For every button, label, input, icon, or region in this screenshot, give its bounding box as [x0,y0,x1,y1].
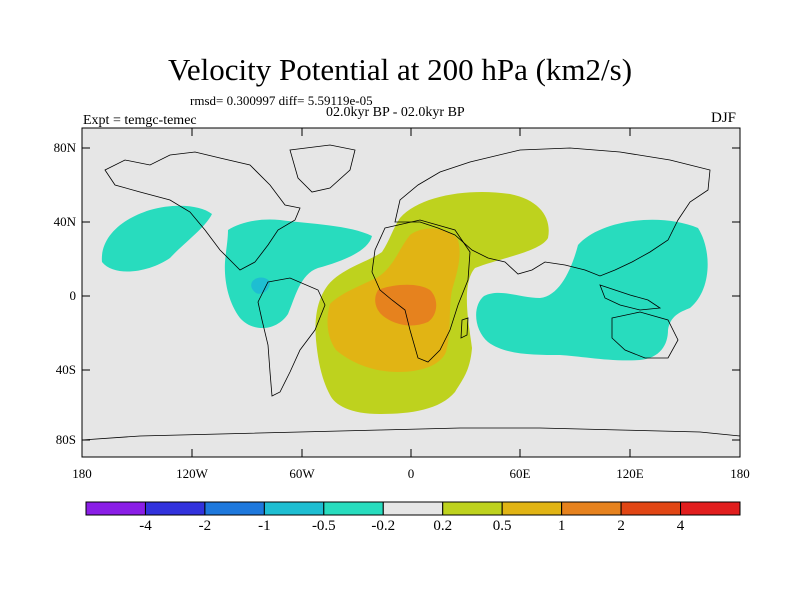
colorbar-label-4: -0.2 [371,518,396,534]
coast-eurasia [394,147,711,277]
colorbar-label-1: -2 [198,518,212,534]
contour-pos-core [375,284,437,326]
lat-label-80n: 80N [53,140,76,155]
coast-australia [611,311,679,359]
colorbar-swatch-1 [144,501,206,516]
colorbar-swatch-10 [680,501,741,516]
colorbar-swatch-6 [442,501,503,516]
contour-fields [82,144,740,441]
experiment-text: Expt = temgc-temec [83,113,197,128]
colorbar-label-5: 0.2 [433,518,453,534]
colorbar-label-9: 4 [676,518,685,534]
colorbar-swatch-4 [323,501,384,516]
colorbar-label-6: 0.5 [492,518,512,534]
coast-south-america [257,277,326,397]
season-label: DJF [711,110,737,126]
coast-southeast-asia [599,284,662,311]
colorbar-swatch-5 [382,501,444,516]
coast-greenland [289,144,356,193]
colorbar-label-7: 1 [557,518,566,534]
colorbar-swatch-9 [620,501,682,516]
coast-africa [371,219,471,363]
colorbar-swatch-8 [561,501,622,516]
contour-neg-north-pacific [101,205,212,272]
lat-label-40s: 40S [55,362,76,377]
lat-label-40n: 40N [53,214,76,229]
lon-label-120w: 120W [176,466,208,481]
map-title: Velocity Potential at 200 hPa (km2/s) [167,52,633,87]
coast-north-america [104,151,301,271]
stats-text: rmsd= 0.300997 diff= 5.59119e-05 [190,93,373,108]
colorbar-label-3: -0.5 [311,518,336,534]
contour-neg-caribbean-core [251,277,270,294]
lat-label-80s: 80S [55,432,76,447]
lon-label-60e: 60E [509,466,531,481]
colorbar-swatch-7 [501,501,563,516]
colorbar [85,501,741,516]
period-text: 02.0kyr BP - 02.0kyr BP [326,105,465,120]
colorbar-label-0: -4 [139,518,152,534]
lon-label-120e: 120E [616,466,644,481]
coastlines [82,144,740,441]
contour-neg-indo-pacific [476,219,708,361]
colorbar-swatch-0 [85,501,146,516]
lon-label-180e: 180 [730,466,750,481]
colorbar-label-8: 2 [617,518,625,534]
contour-neg-americas [224,219,372,329]
colorbar-swatch-2 [204,501,265,516]
coast-madagascar [460,317,469,339]
colorbar-swatch-3 [263,501,325,516]
colorbar-label-2: -1 [258,518,271,534]
lat-label-0: 0 [69,288,77,303]
axis-ticks [82,128,740,457]
lon-label-60w: 60W [289,466,315,481]
lon-label-180w: 180 [72,466,92,481]
lon-label-0: 0 [407,466,415,481]
coast-antarctica [82,427,740,441]
